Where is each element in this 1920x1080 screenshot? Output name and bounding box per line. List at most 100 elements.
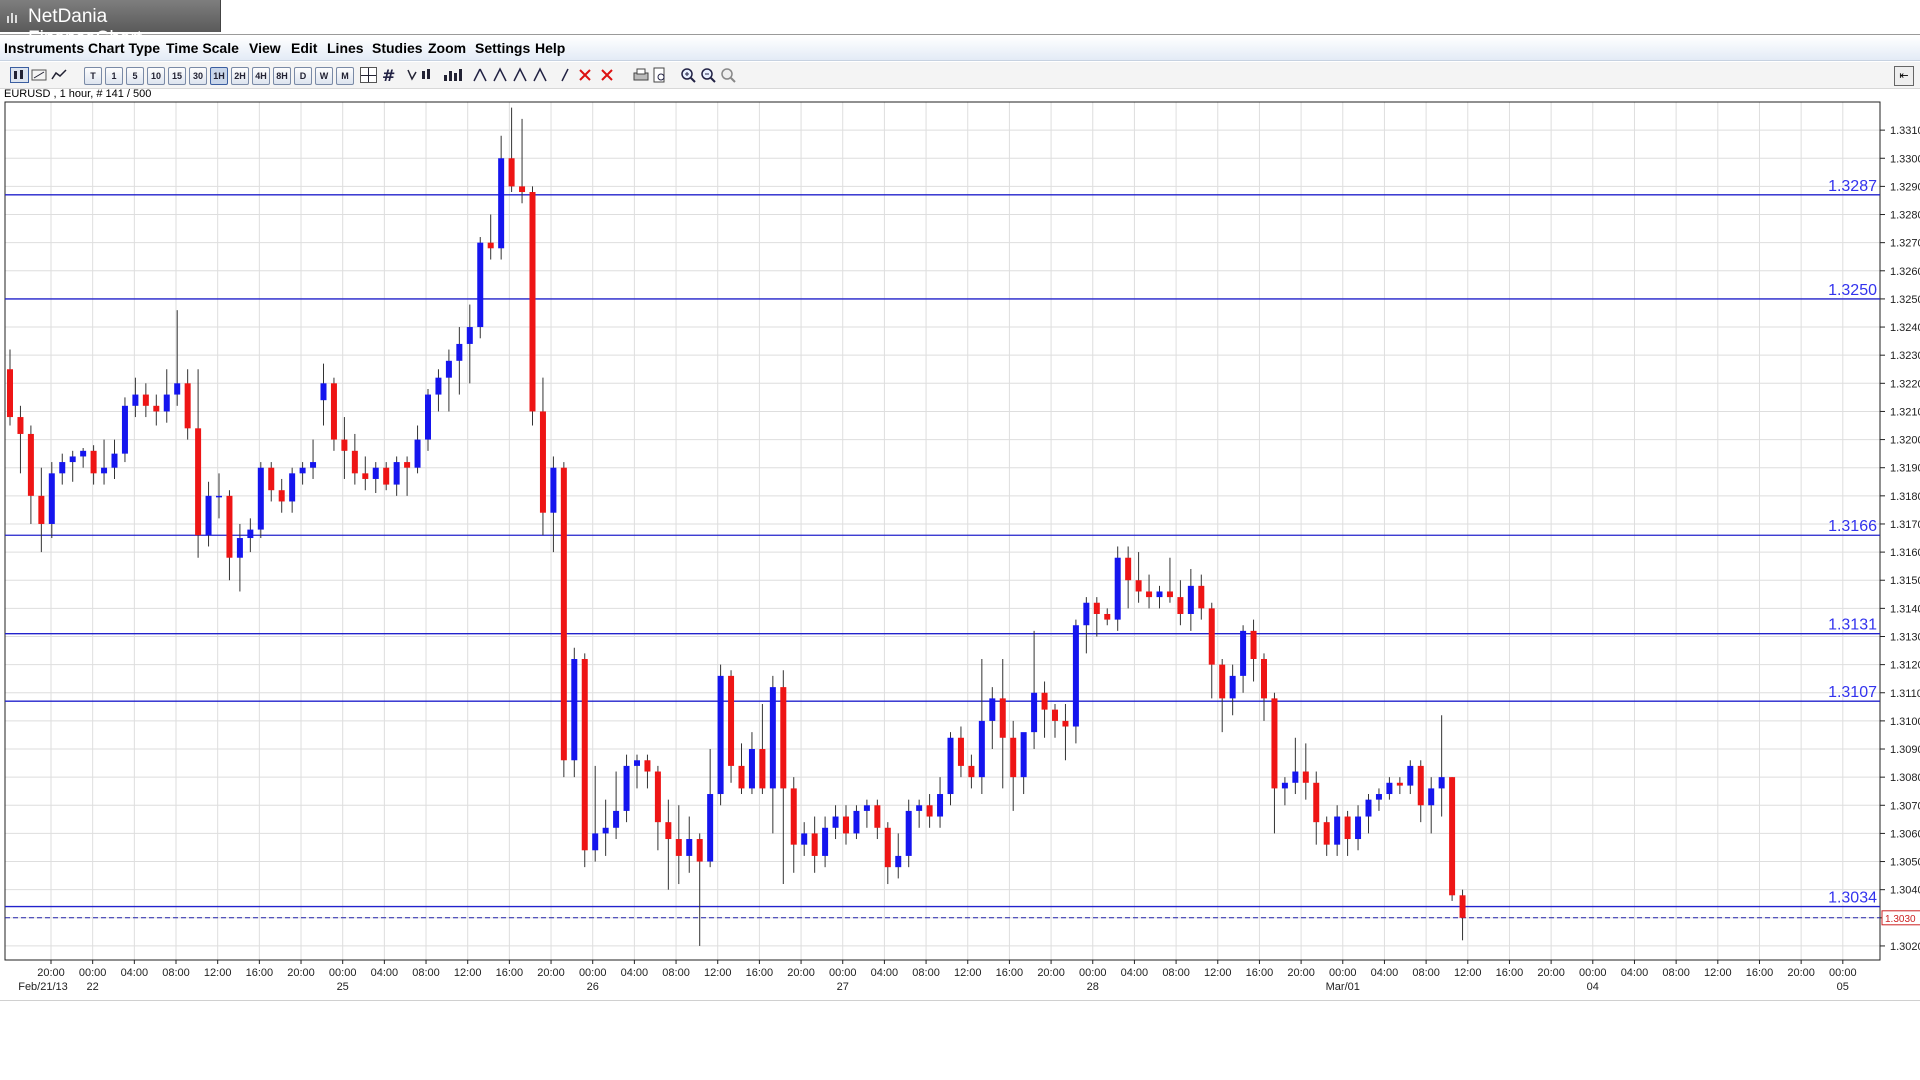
candle-bearish bbox=[383, 462, 390, 491]
menu-studies[interactable]: Studies bbox=[372, 40, 423, 56]
period-button-5[interactable]: 5 bbox=[126, 67, 144, 85]
x-tick-label: 08:00 bbox=[1412, 967, 1440, 979]
x-date-label: 28 bbox=[1087, 981, 1099, 993]
candle-body bbox=[1166, 591, 1173, 598]
candle-body bbox=[1417, 765, 1424, 806]
candle-bearish bbox=[1313, 771, 1320, 845]
x-tick-label: 00:00 bbox=[829, 967, 857, 979]
price-chart[interactable]: 1.3287 1.3250 1.3166 1.3131 1.3107 1.3034 1.3… bbox=[0, 100, 1920, 1000]
candle-body bbox=[121, 405, 128, 454]
chart-type-icons[interactable] bbox=[10, 67, 70, 83]
menu-time-scale[interactable]: Time Scale bbox=[166, 40, 239, 56]
candle-bearish bbox=[362, 456, 369, 491]
candle-bullish bbox=[247, 518, 254, 553]
candle-body bbox=[163, 394, 170, 412]
window-tab[interactable]: NetDania FinanceChart bbox=[0, 0, 221, 49]
period-button-4h[interactable]: 4H bbox=[252, 67, 270, 85]
candle-body bbox=[48, 473, 55, 524]
y-tick-label: 1.3060 bbox=[1890, 828, 1920, 840]
candle-body bbox=[1041, 692, 1048, 710]
candle-bearish bbox=[508, 107, 515, 193]
studies-icons[interactable] bbox=[406, 67, 466, 83]
period-button-2h[interactable]: 2H bbox=[231, 67, 249, 85]
print-icon[interactable] bbox=[632, 67, 672, 83]
candle-bullish bbox=[435, 369, 442, 412]
period-button-10[interactable]: 10 bbox=[147, 67, 165, 85]
candle-body bbox=[560, 467, 567, 761]
x-date-label: 05 bbox=[1837, 981, 1849, 993]
period-button-15[interactable]: 15 bbox=[168, 67, 186, 85]
candle-bullish bbox=[310, 439, 317, 479]
zoom-icons[interactable] bbox=[680, 67, 740, 83]
candle-body bbox=[17, 417, 24, 434]
y-tick-label: 1.3190 bbox=[1890, 463, 1920, 475]
x-date-label: 26 bbox=[587, 981, 599, 993]
period-button-8h[interactable]: 8H bbox=[273, 67, 291, 85]
crosshair-grid-icons[interactable]: # bbox=[360, 67, 400, 83]
period-button-1[interactable]: 1 bbox=[105, 67, 123, 85]
period-button-30[interactable]: 30 bbox=[189, 67, 207, 85]
period-button-d[interactable]: D bbox=[294, 67, 312, 85]
candle-bullish bbox=[822, 816, 829, 868]
menu-instruments[interactable]: Instruments bbox=[4, 40, 85, 56]
candle-bearish bbox=[654, 765, 661, 851]
candle-bullish bbox=[289, 467, 296, 513]
candle-bullish bbox=[863, 799, 870, 828]
candle-body bbox=[769, 687, 776, 789]
menu-lines[interactable]: Lines bbox=[327, 40, 364, 56]
menu-zoom[interactable]: Zoom bbox=[428, 40, 467, 56]
candle-bearish bbox=[1417, 760, 1424, 823]
menu-settings[interactable]: Settings bbox=[475, 40, 531, 56]
candle-bullish bbox=[832, 805, 839, 840]
menu-edit[interactable]: Edit bbox=[291, 40, 318, 56]
y-tick-label: 1.3300 bbox=[1890, 153, 1920, 165]
candle-body bbox=[748, 749, 755, 789]
candle-body bbox=[195, 428, 202, 536]
candle-bullish bbox=[613, 771, 620, 840]
candle-body bbox=[822, 827, 829, 856]
candle-body bbox=[1208, 608, 1215, 665]
candle-body bbox=[1198, 585, 1205, 609]
x-tick-label: 00:00 bbox=[1579, 967, 1607, 979]
candle-body bbox=[1323, 822, 1330, 845]
candle-body bbox=[1396, 782, 1403, 786]
line-tools-icons[interactable] bbox=[472, 67, 622, 83]
candle-body bbox=[581, 658, 588, 851]
candle-bullish bbox=[111, 439, 118, 479]
candle-bearish bbox=[1146, 574, 1153, 609]
menu-view[interactable]: View bbox=[249, 40, 281, 56]
candle-bullish bbox=[602, 799, 609, 856]
candle-bearish bbox=[811, 816, 818, 873]
x-tick-label: 12:00 bbox=[204, 967, 232, 979]
menu-help[interactable]: Help bbox=[535, 40, 566, 56]
y-tick-label: 1.3080 bbox=[1890, 772, 1920, 784]
candle-bearish bbox=[759, 704, 766, 795]
candle-body bbox=[1375, 794, 1382, 800]
y-tick-label: 1.3100 bbox=[1890, 716, 1920, 728]
candle-body bbox=[320, 383, 327, 401]
x-tick-label: 00:00 bbox=[1829, 967, 1857, 979]
menu-chart-type[interactable]: Chart Type bbox=[88, 40, 161, 56]
candle-body bbox=[1281, 782, 1288, 789]
candle-body bbox=[59, 462, 66, 474]
x-tick-label: 00:00 bbox=[329, 967, 357, 979]
candle-bearish bbox=[1208, 602, 1215, 699]
dock-panel-button[interactable]: ⇤ bbox=[1894, 66, 1914, 86]
support-resistance-lines[interactable]: 1.3287 1.3250 1.3166 1.3131 1.3107 1.3034 bbox=[5, 178, 1880, 919]
candle-bearish bbox=[1271, 692, 1278, 834]
candle-body bbox=[362, 473, 369, 479]
candle-body bbox=[132, 394, 139, 406]
period-button-1h[interactable]: 1H bbox=[210, 67, 228, 85]
candle-bullish bbox=[686, 816, 693, 873]
candle-bearish bbox=[1125, 546, 1132, 609]
x-tick-label: 16:00 bbox=[1496, 967, 1524, 979]
candle-body bbox=[456, 343, 463, 361]
x-tick-label: 04:00 bbox=[1371, 967, 1399, 979]
candle-body bbox=[1428, 788, 1435, 806]
candle-bearish bbox=[404, 456, 411, 496]
period-button-t[interactable]: T bbox=[84, 67, 102, 85]
candle-bullish bbox=[205, 481, 212, 547]
period-button-w[interactable]: W bbox=[315, 67, 333, 85]
candle-bearish bbox=[560, 462, 567, 778]
period-button-m[interactable]: M bbox=[336, 67, 354, 85]
